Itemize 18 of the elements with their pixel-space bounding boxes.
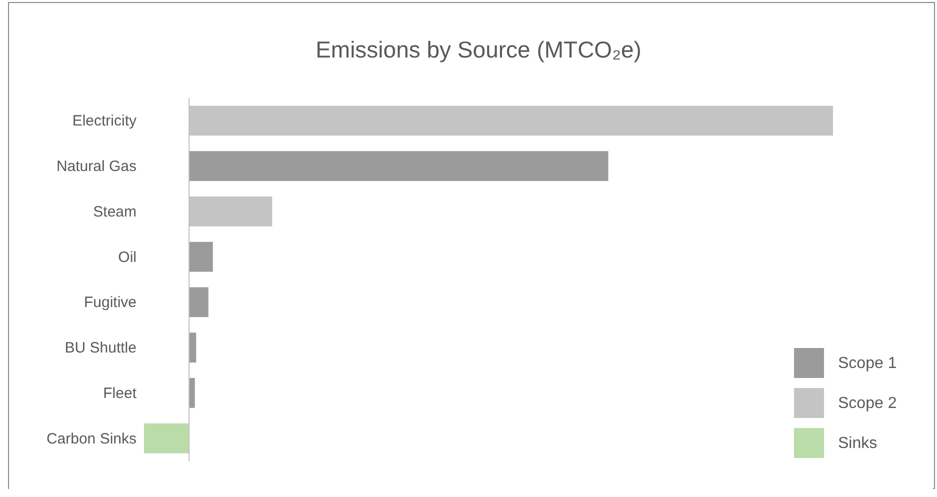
chart-title: Emissions by Source (MTCO₂e) [316,36,642,62]
bar [189,332,196,363]
legend-label: Scope 1 [838,355,897,372]
bar [189,378,195,408]
y-tick-label: Fleet [103,384,138,402]
y-tick-label: Oil [118,248,136,266]
bar [189,242,213,272]
y-tick-label: Steam [93,203,136,220]
y-tick-label: Carbon Sinks [46,430,136,448]
legend-label: Scope 2 [838,395,897,412]
y-tick-label: Natural Gas [56,158,136,176]
y-tick-label: Fugitive [84,294,136,312]
legend-label: Sinks [838,435,878,452]
bar [189,151,608,182]
y-tick-label: BU Shuttle [64,340,136,357]
y-tick-label: Electricity [72,112,137,130]
bar [189,287,208,318]
bar [144,423,190,454]
